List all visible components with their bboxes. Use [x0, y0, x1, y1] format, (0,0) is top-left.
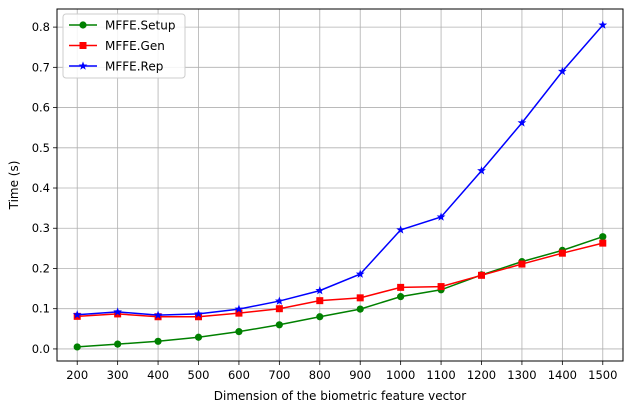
data-point	[72, 310, 82, 319]
data-point	[397, 293, 405, 301]
series-line	[77, 242, 603, 318]
data-point	[397, 283, 405, 291]
x-tick-label: 1000	[386, 368, 415, 382]
data-point	[194, 309, 203, 318]
data-point	[518, 260, 526, 268]
legend-label: MFFE.Gen	[105, 39, 165, 53]
data-point	[436, 212, 446, 221]
y-tick-label: 0.2	[32, 261, 50, 275]
y-tick-label: 0.6	[32, 101, 50, 115]
y-tick-label: 0.7	[32, 60, 50, 74]
data-point	[194, 333, 203, 341]
data-point	[234, 304, 244, 313]
legend-box	[62, 13, 186, 79]
series-group	[72, 20, 608, 351]
x-tick-label: 200	[66, 368, 88, 382]
x-tick-label: 400	[147, 368, 169, 382]
data-point	[355, 269, 365, 278]
x-tick-label: 1500	[588, 368, 617, 382]
legend: MFFE.Setup MFFE.Gen MFFE.Rep	[62, 13, 186, 79]
data-point	[477, 166, 486, 175]
data-point	[114, 340, 122, 348]
data-point	[275, 305, 283, 313]
x-tick-label: 1200	[467, 368, 496, 382]
data-point	[274, 296, 284, 305]
data-point	[316, 313, 324, 321]
series-mffe-rep	[72, 20, 608, 319]
y-tick-label: 0.4	[32, 181, 50, 195]
x-tick-label: 300	[107, 368, 129, 382]
y-tick-label: 0.0	[32, 342, 50, 356]
data-point	[275, 321, 283, 329]
legend-marker	[79, 21, 87, 29]
legend-label: MFFE.Rep	[105, 60, 163, 74]
x-tick-label: 900	[349, 368, 371, 382]
y-tick-label: 0.3	[32, 221, 50, 235]
data-point	[316, 297, 324, 305]
x-tick-label: 1100	[426, 368, 455, 382]
data-point	[114, 310, 122, 318]
x-tick-label: 800	[309, 368, 331, 382]
x-axis-label: Dimension of the biometric feature vecto…	[214, 389, 467, 403]
y-tick-label: 0.1	[32, 302, 50, 316]
data-point	[356, 305, 364, 313]
data-point	[195, 313, 202, 321]
x-tick-label: 600	[228, 368, 250, 382]
x-tick-label: 1400	[548, 368, 577, 382]
x-tick-label: 500	[188, 368, 210, 382]
data-point	[599, 239, 607, 247]
data-point	[315, 286, 325, 295]
data-point	[599, 233, 607, 241]
y-tick-label: 0.5	[32, 141, 50, 155]
data-point	[396, 225, 406, 234]
data-point	[437, 283, 445, 291]
data-point	[478, 271, 485, 279]
data-point	[153, 310, 163, 319]
legend-marker	[79, 42, 87, 49]
data-point	[557, 66, 567, 76]
x-tick-label: 700	[268, 368, 290, 382]
data-point	[235, 328, 243, 336]
x-tick-label: 1300	[507, 368, 536, 382]
y-tick-label: 0.8	[32, 20, 50, 34]
data-point	[113, 307, 123, 316]
data-point	[73, 343, 81, 351]
data-point	[517, 118, 527, 127]
legend-marker	[78, 61, 88, 70]
data-point	[558, 249, 566, 257]
data-point	[235, 309, 243, 317]
legend-label: MFFE.Setup	[105, 19, 175, 33]
series-line	[77, 24, 604, 316]
y-axis-label: Time (s)	[7, 161, 21, 211]
data-point	[154, 337, 162, 345]
axis-ticks: 200 300 400 500 600 700 800 900 1000 1100 1200 1300…	[32, 20, 618, 382]
plot-frame	[56, 8, 624, 362]
series-line	[77, 235, 604, 348]
data-point	[598, 20, 608, 29]
data-point	[356, 294, 364, 302]
